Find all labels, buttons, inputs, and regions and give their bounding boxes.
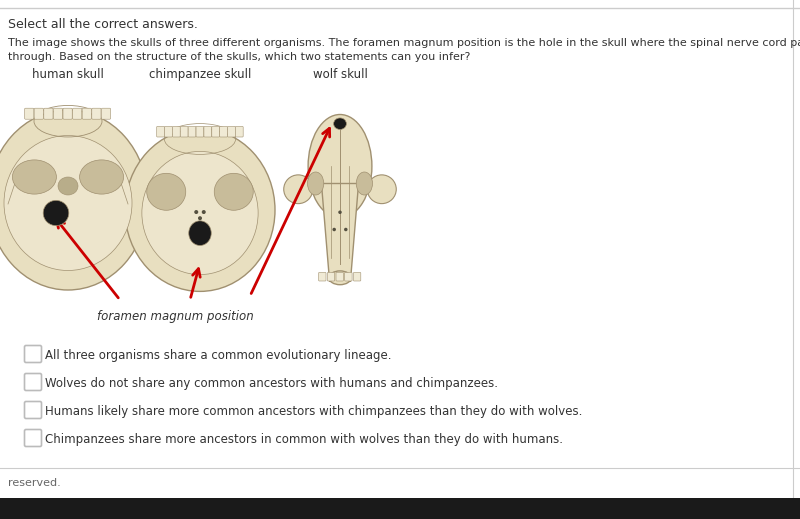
FancyBboxPatch shape [34, 108, 43, 119]
FancyBboxPatch shape [25, 374, 42, 390]
FancyBboxPatch shape [102, 108, 110, 119]
Ellipse shape [79, 160, 124, 194]
FancyBboxPatch shape [336, 272, 343, 281]
Text: reserved.: reserved. [8, 478, 61, 488]
FancyBboxPatch shape [188, 127, 196, 137]
Text: human skull: human skull [32, 68, 104, 81]
Ellipse shape [284, 175, 313, 203]
FancyBboxPatch shape [0, 498, 800, 519]
Text: through. Based on the structure of the skulls, which two statements can you infe: through. Based on the structure of the s… [8, 52, 470, 62]
Text: Chimpanzees share more ancestors in common with wolves than they do with humans.: Chimpanzees share more ancestors in comm… [45, 432, 563, 445]
FancyBboxPatch shape [180, 127, 188, 137]
Ellipse shape [307, 172, 324, 195]
FancyBboxPatch shape [25, 430, 42, 446]
Ellipse shape [334, 118, 346, 129]
FancyBboxPatch shape [54, 108, 62, 119]
Ellipse shape [329, 271, 351, 285]
Ellipse shape [58, 177, 78, 195]
FancyBboxPatch shape [25, 402, 42, 418]
Ellipse shape [333, 228, 336, 231]
Ellipse shape [43, 200, 69, 226]
Ellipse shape [146, 173, 186, 210]
Text: Wolves do not share any common ancestors with humans and chimpanzees.: Wolves do not share any common ancestors… [45, 376, 498, 389]
Ellipse shape [4, 135, 132, 270]
Ellipse shape [12, 160, 56, 194]
Text: All three organisms share a common evolutionary lineage.: All three organisms share a common evolu… [45, 348, 391, 362]
Text: The image shows the skulls of three different organisms. The foramen magnum posi: The image shows the skulls of three diff… [8, 38, 800, 48]
Ellipse shape [189, 221, 211, 245]
FancyBboxPatch shape [212, 127, 219, 137]
Ellipse shape [344, 228, 347, 231]
Ellipse shape [338, 211, 342, 214]
FancyBboxPatch shape [25, 108, 34, 119]
FancyBboxPatch shape [92, 108, 101, 119]
FancyBboxPatch shape [345, 272, 352, 281]
FancyBboxPatch shape [173, 127, 180, 137]
Ellipse shape [202, 210, 206, 214]
FancyBboxPatch shape [63, 108, 72, 119]
Text: chimpanzee skull: chimpanzee skull [149, 68, 251, 81]
FancyBboxPatch shape [44, 108, 53, 119]
Ellipse shape [142, 152, 258, 275]
FancyBboxPatch shape [227, 127, 235, 137]
Ellipse shape [198, 216, 202, 220]
Ellipse shape [194, 210, 198, 214]
FancyBboxPatch shape [82, 108, 91, 119]
Ellipse shape [125, 129, 275, 291]
FancyBboxPatch shape [157, 127, 165, 137]
FancyBboxPatch shape [204, 127, 212, 137]
FancyBboxPatch shape [318, 272, 326, 281]
Text: Select all the correct answers.: Select all the correct answers. [8, 18, 198, 31]
FancyBboxPatch shape [165, 127, 172, 137]
FancyBboxPatch shape [235, 127, 243, 137]
Ellipse shape [367, 175, 396, 203]
Ellipse shape [214, 173, 254, 210]
Ellipse shape [308, 115, 372, 218]
FancyBboxPatch shape [196, 127, 204, 137]
Text: wolf skull: wolf skull [313, 68, 367, 81]
Ellipse shape [356, 172, 373, 195]
FancyBboxPatch shape [73, 108, 82, 119]
FancyBboxPatch shape [327, 272, 334, 281]
Text: foramen magnum position: foramen magnum position [97, 310, 254, 323]
FancyBboxPatch shape [220, 127, 227, 137]
Polygon shape [322, 184, 358, 281]
FancyBboxPatch shape [354, 272, 361, 281]
Ellipse shape [0, 110, 148, 290]
Text: Humans likely share more common ancestors with chimpanzees than they do with wol: Humans likely share more common ancestor… [45, 404, 582, 417]
FancyBboxPatch shape [25, 346, 42, 362]
